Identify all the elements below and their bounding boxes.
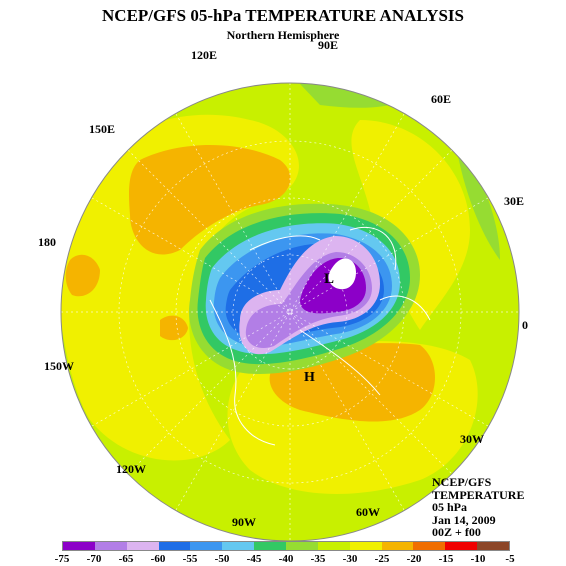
high-marker: H [304, 370, 315, 385]
colorbar-swatch [286, 542, 318, 550]
lon-label-30e: 30E [504, 194, 525, 208]
lon-label-120e: 120E [191, 48, 218, 62]
colorbar-tick-label: -20 [406, 553, 422, 565]
lon-label-90w: 90W [232, 515, 256, 529]
colorbar-swatch [413, 542, 446, 550]
colorbar-tick-label: -45 [246, 553, 262, 565]
lon-label-0: 0 [522, 318, 528, 332]
field-white-core [328, 258, 356, 290]
map-title: NCEP/GFS 05-hPa TEMPERATURE ANALYSIS [102, 6, 464, 25]
lon-label-90e: 90E [318, 38, 339, 52]
colorbar-swatch [190, 542, 223, 550]
colorbar [62, 541, 510, 551]
colorbar-swatch [126, 542, 159, 550]
lon-label-180: 180 [38, 235, 56, 249]
info-level: 05 hPa [432, 500, 468, 514]
colorbar-ticks: -75 -70 -65 -60 -55 -50 -45 -40 -35 -30 -25 -20 -15 -… [0, 553, 566, 565]
lon-label-60w: 60W [356, 505, 380, 519]
colorbar-tick-label: -40 [278, 553, 294, 565]
colorbar-swatch [254, 542, 287, 550]
field-green-north [300, 83, 420, 108]
info-date: Jan 14, 2009 [432, 512, 496, 527]
colorbar-tick-label: -75 [54, 553, 70, 565]
info-block: NCEP/GFS TEMPERATURE 05 hPa Jan 14, 2009… [432, 476, 524, 539]
colorbar-tick-label: -15 [438, 553, 454, 565]
lon-label-150w: 150W [44, 359, 74, 373]
colorbar-swatch [349, 542, 382, 550]
field-yellow-east [351, 120, 470, 330]
colorbar-tick-label: -25 [374, 553, 390, 565]
low-marker: L [324, 271, 334, 287]
info-forecast: 00Z + f00 [432, 525, 481, 539]
colorbar-tick-label: -55 [182, 553, 198, 565]
lon-label-120w: 120W [116, 462, 146, 476]
field-green-east [455, 140, 500, 260]
colorbar-tick-label: -70 [86, 553, 102, 565]
colorbar-tick-label: -60 [150, 553, 166, 565]
colorbar-tick-label: -10 [470, 553, 486, 565]
colorbar-tick-label: -5 [505, 553, 515, 565]
colorbar-tick-label: -50 [214, 553, 230, 565]
info-variable: TEMPERATURE [432, 487, 525, 502]
colorbar-swatch [317, 542, 350, 550]
lon-label-150e: 150E [89, 122, 116, 136]
map-subtitle: Northern Hemisphere [226, 28, 340, 42]
colorbar-swatch [158, 542, 191, 550]
colorbar-tick-label: -30 [342, 553, 358, 565]
colorbar-tick-label: -65 [118, 553, 134, 565]
info-source: NCEP/GFS [432, 475, 492, 489]
lon-label-60e: 60E [431, 92, 452, 106]
colorbar-swatch [63, 542, 95, 550]
field-orange-small [160, 315, 188, 341]
field-orange-northwest [129, 145, 291, 255]
colorbar-swatch [445, 542, 478, 550]
colorbar-tick-label: -35 [310, 553, 326, 565]
graticule [61, 83, 519, 541]
lon-label-30w: 30W [460, 432, 484, 446]
colorbar-swatch [477, 542, 510, 550]
colorbar-swatch [94, 542, 127, 550]
colorbar-swatch [222, 542, 255, 550]
coastlines [209, 226, 431, 446]
colorbar-swatch [381, 542, 414, 550]
field-orange-west [65, 254, 100, 297]
